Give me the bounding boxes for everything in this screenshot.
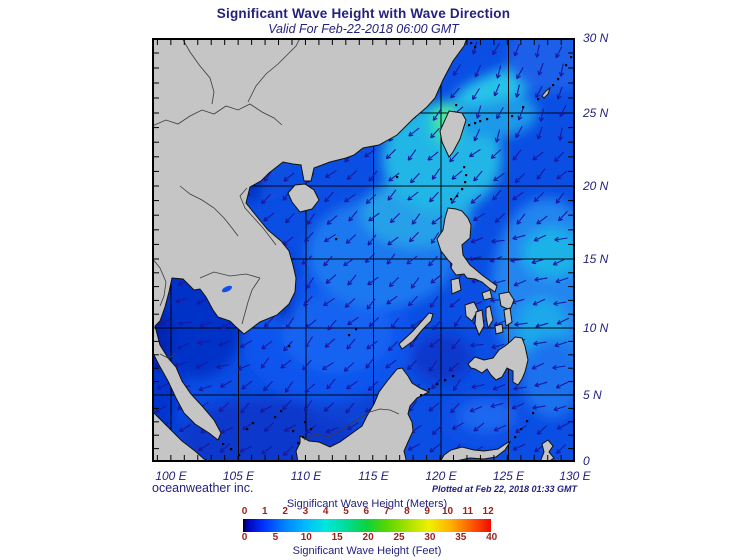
- lat-label-20n: 20 N: [583, 179, 609, 193]
- legend-feet-title: Significant Wave Height (Feet): [292, 545, 442, 557]
- feet-tick-35: 35: [455, 532, 467, 543]
- land-mindanao: [467, 336, 529, 386]
- meters-tick-5: 5: [343, 506, 349, 517]
- lake-tonle-sap: [221, 285, 233, 293]
- lon-label-130e: 130 E: [559, 469, 591, 483]
- lat-label-25n: 25 N: [583, 106, 609, 120]
- feet-tick-5: 5: [272, 532, 279, 543]
- feet-tick-10: 10: [300, 532, 312, 543]
- meters-tick-7: 7: [383, 506, 390, 517]
- land-leyte: [503, 307, 513, 327]
- lat-label-30n: 30 N: [583, 31, 609, 45]
- legend-colorbar: [243, 519, 491, 532]
- title-block: Significant Wave Height with Wave Direct…: [152, 6, 575, 36]
- land-luzon: [436, 207, 498, 293]
- plotted-timestamp: Plotted at Feb 22, 2018 01:33 GMT: [431, 484, 577, 494]
- meters-tick-12: 12: [482, 506, 494, 517]
- land-borneo: [295, 367, 431, 460]
- map-frame: [152, 38, 575, 462]
- land-okinawa: [541, 86, 551, 99]
- lon-label-115e: 115 E: [358, 469, 389, 483]
- page-title: Significant Wave Height with Wave Direct…: [216, 6, 511, 21]
- meters-tick-9: 9: [424, 506, 430, 517]
- meters-tick-1: 1: [262, 506, 268, 517]
- meters-tick-4: 4: [322, 506, 329, 517]
- lat-label-10n: 10 N: [583, 321, 609, 335]
- land-taiwan: [439, 110, 467, 158]
- meters-tick-6: 6: [363, 506, 370, 517]
- lon-label-110e: 110 E: [290, 469, 322, 483]
- land-masbate: [481, 289, 493, 301]
- degree-ticks: [154, 40, 573, 460]
- land-negros: [474, 309, 485, 337]
- feet-tick-0: 0: [241, 532, 248, 543]
- land-layer: [154, 40, 573, 460]
- wave-map: [152, 38, 575, 462]
- lon-label-125e: 125 E: [492, 469, 525, 483]
- land-sulawesi: [440, 441, 512, 460]
- feet-tick-20: 20: [362, 532, 374, 543]
- land-sumatra: [154, 412, 208, 460]
- land-panay: [464, 301, 479, 322]
- meters-tick-11: 11: [462, 506, 474, 517]
- country-borders: [154, 40, 400, 441]
- meters-tick-8: 8: [404, 506, 410, 517]
- land-mindoro: [450, 277, 462, 295]
- lon-label-105e: 105 E: [222, 469, 255, 483]
- lat-label-15n: 15 N: [583, 252, 609, 266]
- meters-tick-10: 10: [441, 506, 454, 517]
- meters-tick-3: 3: [302, 506, 309, 517]
- feet-tick-40: 40: [486, 532, 498, 543]
- land-samar: [498, 291, 515, 311]
- meters-tick-0: 0: [241, 506, 248, 517]
- feet-tick-15: 15: [331, 532, 343, 543]
- legend-meters-title: Significant Wave Height (Meters): [286, 498, 448, 510]
- lat-label-0: 0: [583, 454, 590, 468]
- lon-label-100e: 100 E: [155, 469, 187, 483]
- land-bohol: [494, 323, 504, 335]
- meters-tick-2: 2: [282, 506, 288, 517]
- feet-tick-25: 25: [393, 532, 405, 543]
- land-asia: [154, 40, 467, 441]
- lat-label-5n: 5 N: [583, 388, 602, 402]
- valid-time-subtitle: Valid For Feb-22-2018 06:00 GMT: [268, 22, 459, 36]
- credit-text: oceanweather inc.: [152, 481, 254, 495]
- land-cebu: [485, 305, 494, 330]
- land-halmahera: [540, 439, 555, 460]
- feet-tick-30: 30: [424, 532, 436, 543]
- land-hainan: [287, 183, 320, 213]
- land-palawan: [398, 312, 434, 350]
- lon-label-120e: 120 E: [425, 469, 457, 483]
